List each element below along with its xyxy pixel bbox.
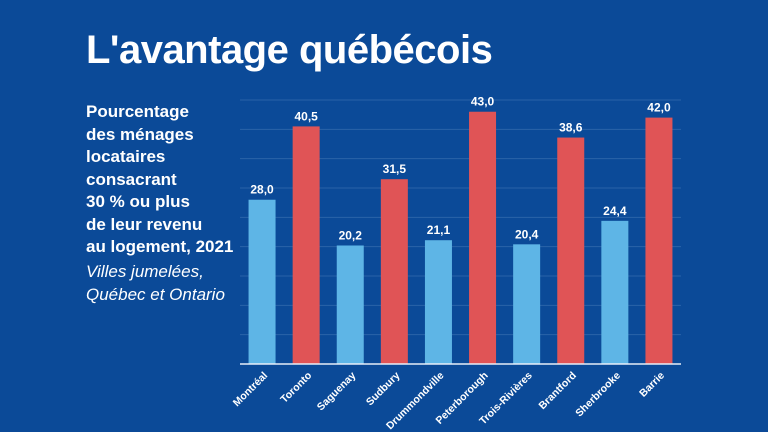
data-label: 20,2 xyxy=(339,228,363,242)
x-tick-label: Sudbury xyxy=(364,370,403,409)
bar xyxy=(557,137,585,364)
subtitle-line: au logement, 2021 xyxy=(86,237,234,256)
data-label: 43,0 xyxy=(471,95,495,109)
bar xyxy=(424,240,452,364)
bar xyxy=(469,111,497,364)
bar xyxy=(645,117,673,364)
x-tick-label: Sherbrooke xyxy=(573,370,623,420)
note-line: Villes jumelées, xyxy=(86,262,204,281)
bar xyxy=(513,244,541,364)
x-tick-label: Montréal xyxy=(231,370,270,409)
data-label: 38,6 xyxy=(559,121,583,135)
subtitle-line: consacrant xyxy=(86,169,177,189)
note-line: Québec et Ontario xyxy=(86,284,225,304)
chart-subtitle: Pourcentage des ménages locataires consacra… xyxy=(86,101,246,259)
data-label: 28,0 xyxy=(250,183,274,197)
bar xyxy=(292,126,320,365)
subtitle-line: Pourcentage xyxy=(86,102,189,121)
data-label: 21,1 xyxy=(427,223,451,237)
data-label: 24,4 xyxy=(603,204,627,218)
x-tick-label: Brantford xyxy=(537,370,579,412)
bar xyxy=(380,179,408,364)
data-label: 31,5 xyxy=(383,162,407,176)
x-tick-label: Toronto xyxy=(278,370,314,406)
data-label: 20,4 xyxy=(515,227,539,241)
subtitle-line: locataires xyxy=(86,147,166,166)
bar xyxy=(336,245,364,364)
bar xyxy=(248,199,276,364)
x-tick-label: Barrie xyxy=(637,370,667,400)
subtitle-line: 30 % ou plus xyxy=(86,192,190,211)
subtitle-line: des ménages xyxy=(86,124,194,144)
data-label: 42,0 xyxy=(647,101,671,115)
bar xyxy=(601,220,629,364)
subtitle-line: de leur revenu xyxy=(86,214,203,234)
chart-note: Villes jumelées, Québec et Ontario xyxy=(86,261,246,306)
slide-title: L'avantage québécois xyxy=(86,28,493,72)
x-tick-label: Saguenay xyxy=(315,370,359,414)
data-label: 40,5 xyxy=(294,109,318,123)
